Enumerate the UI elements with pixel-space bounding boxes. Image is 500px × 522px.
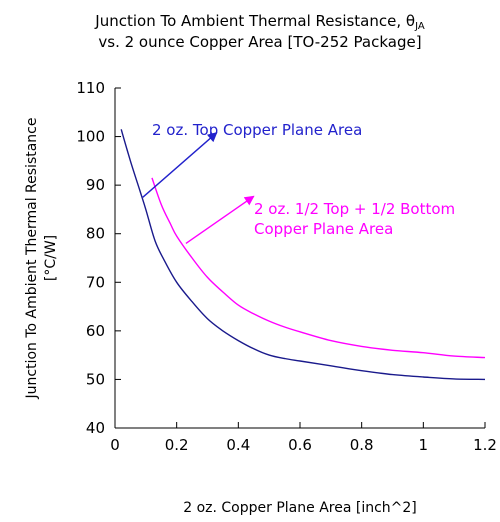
x-tick-label: 1.2 [473, 436, 497, 454]
plot-area: 40 50 60 70 80 90 100 110 0 0.2 0.4 0.6 0.8 1 1.2 [76, 79, 497, 454]
y-tick-label: 40 [86, 419, 105, 437]
y-axis-label: Junction To Ambient Thermal Resistance [… [24, 118, 59, 400]
y-tick-label: 110 [76, 79, 105, 97]
series-label-split-copper-line2: Copper Plane Area [254, 220, 393, 238]
y-tick-label: 90 [86, 176, 105, 194]
x-tick-label: 0 [110, 436, 120, 454]
y-axis-label-line2: [°C/W] [43, 235, 59, 281]
series-label-top-copper: 2 oz. Top Copper Plane Area [152, 121, 362, 139]
series-lines [120, 129, 486, 381]
chart-title-line1: Junction To Ambient Thermal Resistance, … [94, 12, 425, 32]
y-axis-label-line1: Junction To Ambient Thermal Resistance [24, 118, 40, 400]
y-tick-label: 100 [76, 128, 105, 146]
x-tick-label: 0.6 [288, 436, 312, 454]
series-label-split-copper-line1: 2 oz. 1/2 Top + 1/2 Bottom [254, 200, 455, 218]
annotation-arrow [185, 195, 255, 245]
x-tick-label: 0.2 [165, 436, 189, 454]
x-tick-label: 0.8 [350, 436, 374, 454]
x-tick-label: 0.4 [226, 436, 250, 454]
y-ticks: 40 50 60 70 80 90 100 110 [76, 79, 121, 437]
series-line-split-copper [151, 177, 486, 359]
x-ticks: 0 0.2 0.4 0.6 0.8 1 1.2 [110, 422, 497, 454]
annotations [142, 132, 255, 245]
annotation-arrow [142, 132, 218, 198]
chart-title-line2: vs. 2 ounce Copper Area [TO-252 Package] [98, 33, 421, 51]
series-line-top-copper [120, 129, 486, 381]
y-tick-label: 60 [86, 322, 105, 340]
x-tick-label: 1 [419, 436, 429, 454]
y-tick-label: 80 [86, 225, 105, 243]
x-axis-label: 2 oz. Copper Plane Area [inch^2] [183, 500, 417, 516]
title-subscript: JA [414, 21, 425, 32]
y-tick-label: 50 [86, 370, 105, 388]
y-tick-label: 70 [86, 273, 105, 291]
